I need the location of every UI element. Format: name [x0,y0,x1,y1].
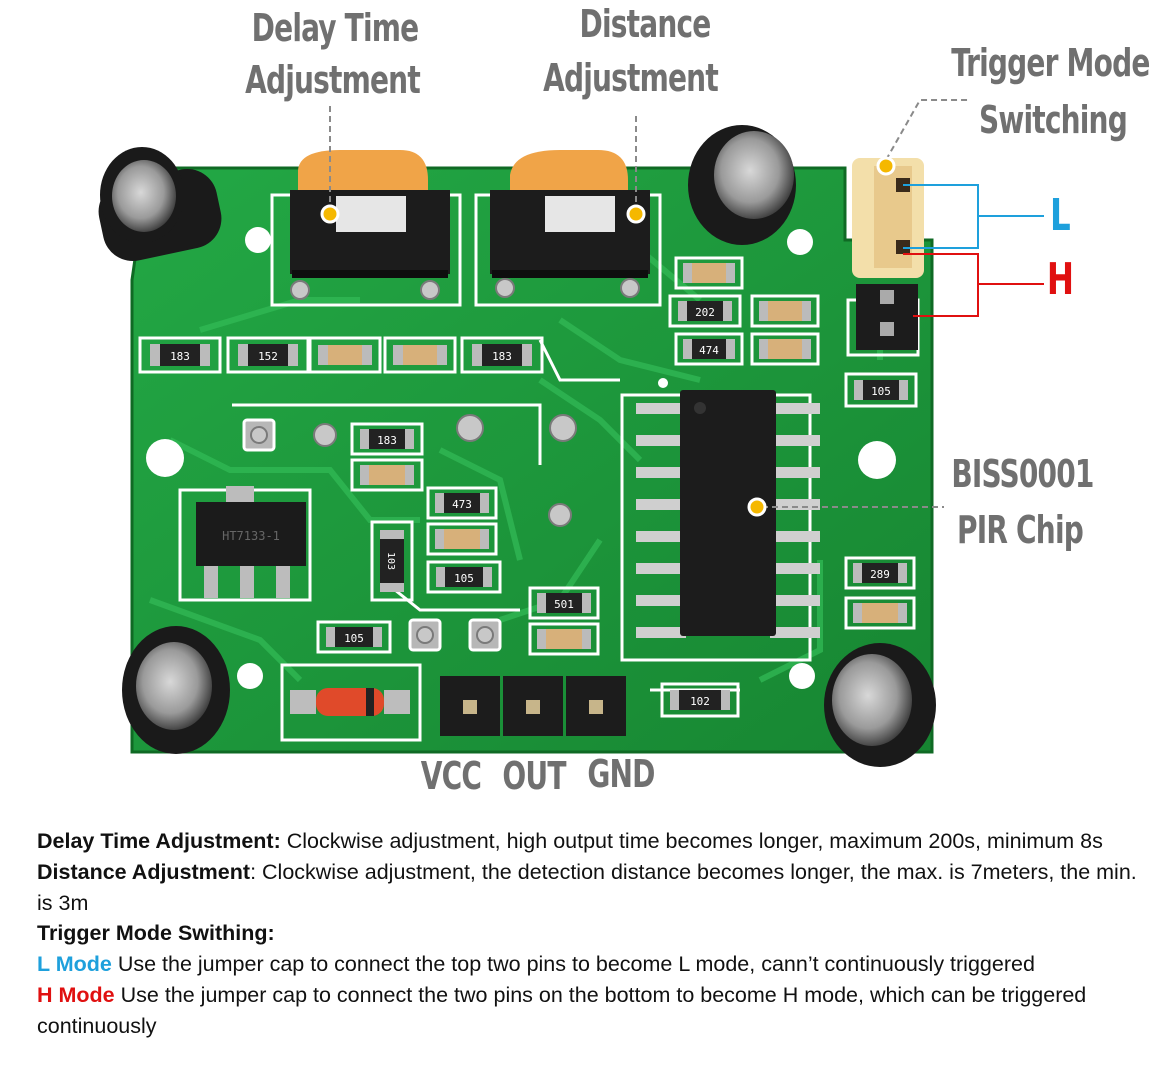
biss0001-chip [636,390,820,638]
capacitor-bottom-left [122,626,230,754]
mode-l-bracket [903,184,1044,249]
resistor-r2: 152 [226,336,310,374]
resistor-r1-label: 183 [170,350,190,363]
chip-label-line2: PIR Chip [957,508,1084,552]
trigger-label-line1: Trigger Mode [951,41,1150,85]
resistor-r1: 183 [138,336,222,374]
pin-header [440,676,626,736]
resistor-r7: 105 [844,372,918,408]
diode [290,688,410,716]
pir-sensor-diagram: 183 152 183 183 [98,99,1044,767]
resistor-r13: 289 [844,556,916,590]
capacitor-top-left [98,147,222,262]
resistor-r4-label: 183 [377,434,397,447]
h-mode-description: H Mode Use the jumper cap to connect the… [37,980,1147,1042]
distance-description: Distance Adjustment: Clockwise adjustmen… [37,857,1147,919]
mode-l-label: L [1050,190,1071,241]
resistor-r6: 474 [674,332,744,366]
distance-label-line2: Adjustment [543,56,719,100]
pin-label-out: OUT [502,754,566,798]
capacitor-c8 [528,622,600,656]
capacitor-c2 [383,336,457,374]
resistor-r3: 183 [460,336,544,374]
resistor-r14: 103 [370,520,414,602]
capacitor-c7 [426,522,498,556]
resistor-r10: 105 [316,620,392,654]
resistor-r10-label: 105 [344,632,364,645]
trigger-label-line2: Switching [979,98,1128,142]
voltage-regulator: HT7133-1 [196,486,306,598]
delay-potentiometer [290,150,450,278]
description-block: Delay Time Adjustment: Clockwise adjustm… [37,826,1147,1042]
capacitor-c5 [750,294,820,328]
resistor-r12-label: 102 [690,695,710,708]
resistor-r13-label: 289 [870,568,890,581]
resistor-r11: 501 [528,586,600,620]
resistor-r8: 473 [426,486,498,520]
distance-potentiometer [490,150,650,278]
resistor-r11-label: 501 [554,598,574,611]
h-mode-text: Use the jumper cap to connect the two pi… [37,982,1087,1038]
capacitor-c3 [350,458,424,492]
l-mode-description: L Mode Use the jumper cap to connect the… [37,949,1147,980]
mode-h-label: H [1046,254,1074,305]
resistor-r8-label: 473 [452,498,472,511]
delay-description-title: Delay Time Adjustment: [37,829,281,853]
callout-lines [329,99,970,508]
delay-label-line1: Delay Time [251,6,419,50]
capacitor-c1 [308,336,382,374]
capacitor-c4 [674,256,744,290]
resistor-r6-label: 474 [699,344,719,357]
chip-label-line1: BISS0001 [951,452,1094,496]
capacitor-top-middle [688,125,796,245]
mode-h-bracket [903,253,1044,317]
pin-label-vcc: VCC [420,754,482,798]
capacitor-bottom-right [824,643,936,767]
resistor-r5: 202 [668,294,742,328]
resistor-r3-label: 183 [492,350,512,363]
trigger-description: Trigger Mode Swithing: [37,918,1147,949]
h-mode-title: H Mode [37,982,115,1007]
l-mode-text: Use the jumper cap to connect the top tw… [111,952,1035,977]
resistor-r9: 105 [426,560,502,594]
smd-components: 183 152 183 183 [138,256,918,718]
resistor-r5-label: 202 [695,306,715,319]
distance-label-line1: Distance [579,2,712,46]
marker-dots [320,156,896,517]
resistor-r12: 102 [660,682,740,718]
l-mode-title: L Mode [37,952,112,977]
resistor-r2-label: 152 [258,350,278,363]
distance-description-title: Distance Adjustment [37,859,251,884]
distance-description-text: : Clockwise adjustment, the detection di… [37,859,1137,915]
pin-label-gnd: GND [587,752,655,796]
delay-description: Delay Time Adjustment: Clockwise adjustm… [37,826,1147,857]
resistor-r7-label: 105 [871,385,891,398]
capacitor-c9 [844,596,916,630]
resistor-r14-label: 103 [385,552,396,570]
delay-description-text: Clockwise adjustment, high output time b… [280,829,1103,853]
regulator-label: HT7133-1 [222,529,280,543]
trigger-description-title: Trigger Mode Swithing: [37,921,275,946]
capacitor-c6 [750,332,820,366]
resistor-r4: 183 [350,422,424,456]
delay-label-line2: Adjustment [245,58,421,102]
resistor-r9-label: 105 [454,572,474,585]
